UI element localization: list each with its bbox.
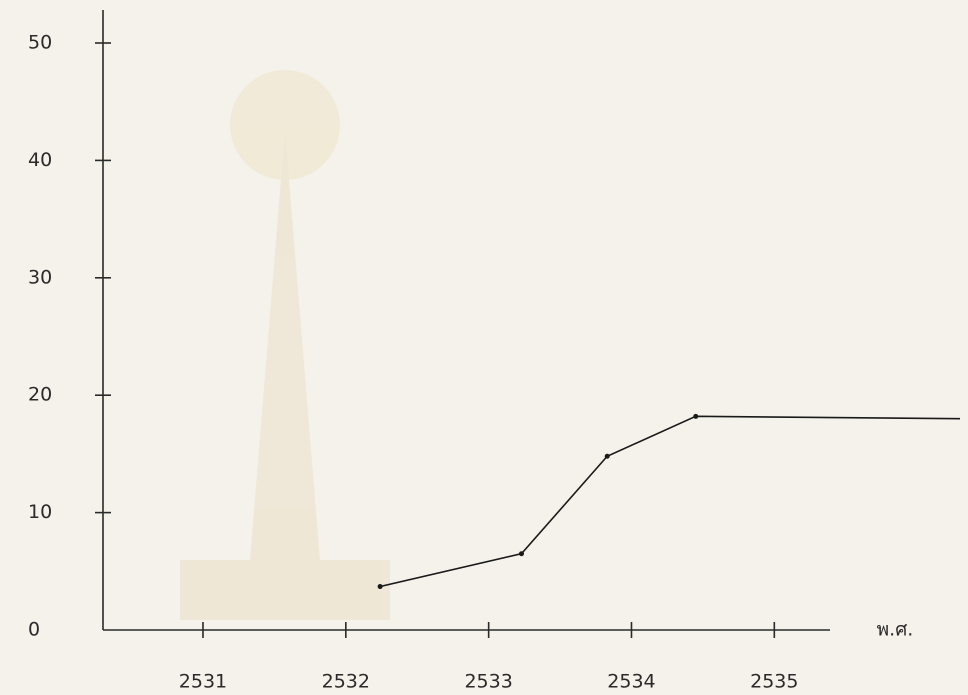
x-tick-label: 2535 <box>750 671 798 693</box>
data-point <box>377 584 383 590</box>
y-tick-label: 20 <box>28 384 52 406</box>
y-tick-label: 10 <box>28 501 52 523</box>
x-tick-label: 2534 <box>607 671 655 693</box>
x-axis-label: พ.ศ. <box>877 619 914 641</box>
x-tick-label: 2531 <box>179 671 227 693</box>
y-tick-label: 50 <box>28 32 52 54</box>
watermark <box>180 70 390 620</box>
data-point <box>693 413 699 419</box>
data-point <box>519 551 525 557</box>
y-tick-label: 0 <box>28 619 40 641</box>
x-tick-label: 2533 <box>464 671 512 693</box>
data-point <box>604 453 610 459</box>
y-tick-label: 30 <box>28 266 52 288</box>
y-tick-label: 40 <box>28 149 52 171</box>
x-tick-label: 2532 <box>322 671 370 693</box>
